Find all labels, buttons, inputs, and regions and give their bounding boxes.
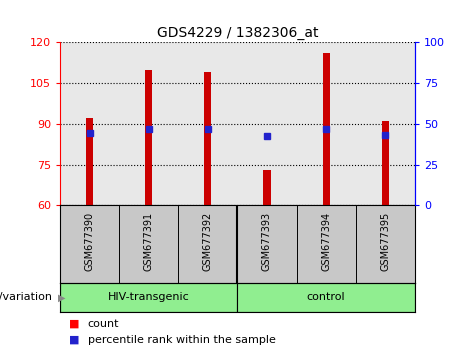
Text: percentile rank within the sample: percentile rank within the sample xyxy=(88,335,276,345)
Bar xyxy=(60,283,237,312)
Text: GSM677391: GSM677391 xyxy=(144,212,154,271)
Text: GSM677390: GSM677390 xyxy=(84,212,95,271)
Bar xyxy=(145,70,152,205)
Bar xyxy=(263,170,271,205)
Text: GSM677392: GSM677392 xyxy=(203,212,213,271)
Text: GSM677393: GSM677393 xyxy=(262,212,272,271)
Text: HIV-transgenic: HIV-transgenic xyxy=(108,292,189,302)
Text: GSM677395: GSM677395 xyxy=(380,212,390,271)
Text: ■: ■ xyxy=(69,319,80,329)
Text: count: count xyxy=(88,319,119,329)
Bar xyxy=(382,121,389,205)
Title: GDS4229 / 1382306_at: GDS4229 / 1382306_at xyxy=(157,26,318,40)
Bar xyxy=(86,119,93,205)
Bar xyxy=(237,283,415,312)
Bar xyxy=(323,53,330,205)
Text: ■: ■ xyxy=(69,335,80,345)
Text: GSM677394: GSM677394 xyxy=(321,212,331,271)
Text: control: control xyxy=(307,292,345,302)
Bar xyxy=(204,72,212,205)
Text: genotype/variation: genotype/variation xyxy=(0,292,55,302)
Text: ▶: ▶ xyxy=(58,292,65,302)
